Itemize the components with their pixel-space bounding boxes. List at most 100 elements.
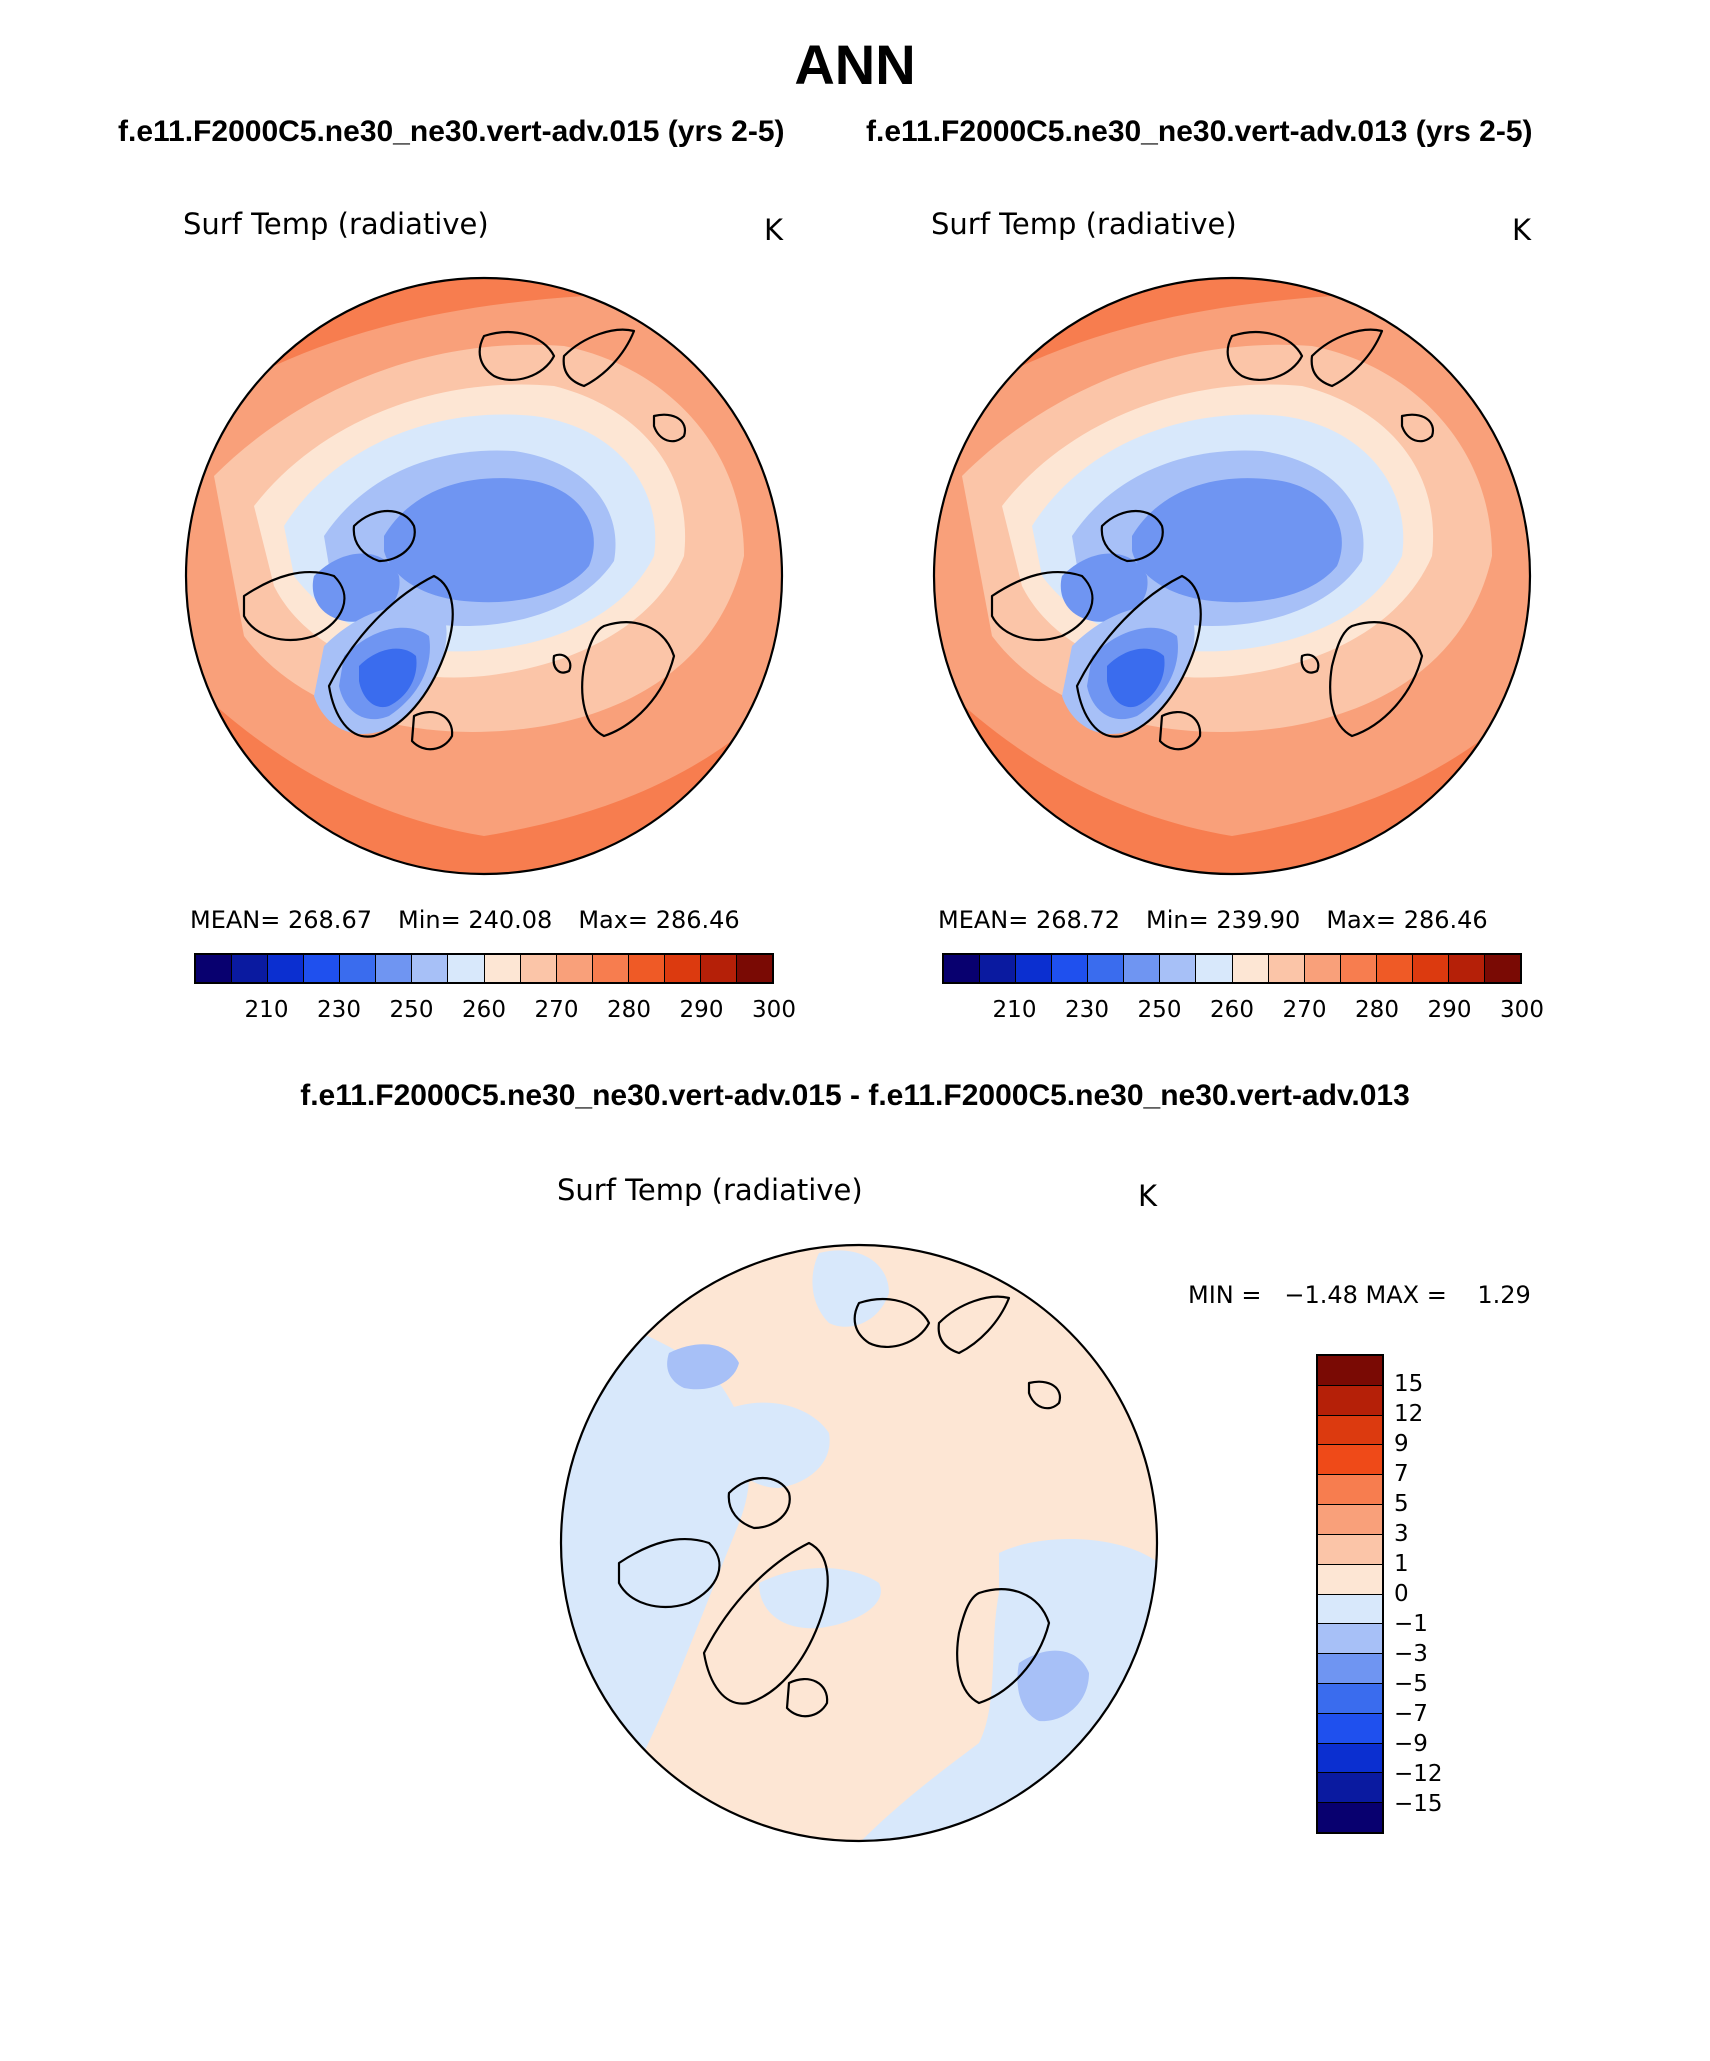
- colorbar-tick-label: 270: [1282, 997, 1327, 1023]
- colorbar-swatch: [1318, 1356, 1382, 1386]
- colorbar-tick-label: −9: [1394, 1731, 1428, 1757]
- colorbar-tick-label: 290: [1427, 997, 1472, 1023]
- colorbar-swatch: [412, 955, 449, 982]
- colorbar-swatch: [1318, 1713, 1382, 1744]
- colorbar-swatch: [1412, 955, 1449, 982]
- right-colorbar: [942, 953, 1522, 984]
- right-polar-map: [932, 276, 1532, 876]
- colorbar-tick-label: 210: [992, 997, 1037, 1023]
- colorbar-tick-label: 12: [1394, 1401, 1424, 1427]
- diff-units: K: [1138, 1179, 1158, 1213]
- colorbar-swatch: [304, 955, 341, 982]
- colorbar-swatch: [1268, 955, 1305, 982]
- right-colorbar-ticks: 210 230 250 260 270 280 290 300: [942, 996, 1544, 1026]
- colorbar-tick-label: 15: [1394, 1371, 1424, 1397]
- colorbar-swatch: [1124, 955, 1161, 982]
- colorbar-tick-label: 5: [1394, 1491, 1409, 1517]
- colorbar-swatch: [196, 955, 233, 982]
- left-colorbar-ticks: 210 230 250 260 270 280 290 300: [194, 996, 796, 1026]
- colorbar-swatch: [1318, 1564, 1382, 1595]
- colorbar-swatch: [1304, 955, 1341, 982]
- colorbar-swatch: [980, 955, 1017, 982]
- colorbar-tick-label: −1: [1394, 1611, 1428, 1637]
- diff-title: f.e11.F2000C5.ne30_ne30.vert-adv.015 - f…: [300, 1079, 1410, 1112]
- colorbar-swatch: [1160, 955, 1197, 982]
- colorbar-tick-label: 300: [1500, 997, 1544, 1023]
- colorbar-tick-label: −3: [1394, 1641, 1428, 1667]
- colorbar-swatch: [1318, 1803, 1382, 1832]
- colorbar-swatch: [1232, 955, 1269, 982]
- colorbar-swatch: [1376, 955, 1413, 982]
- colorbar-tick-label: −5: [1394, 1671, 1428, 1697]
- colorbar-swatch: [664, 955, 701, 982]
- colorbar-tick-label: 280: [607, 997, 651, 1023]
- colorbar-swatch: [1016, 955, 1053, 982]
- diff-colorbar: [1316, 1354, 1384, 1834]
- colorbar-swatch: [1318, 1773, 1382, 1804]
- left-stats: MEAN= 268.67 Min= 240.08 Max= 286.46: [190, 906, 740, 934]
- right-variable-title: Surf Temp (radiative): [931, 207, 1237, 241]
- colorbar-tick-label: 1: [1394, 1551, 1409, 1577]
- colorbar-swatch: [1318, 1594, 1382, 1625]
- diff-colorbar-ticks: 15 12 9 7 5 3 1 0 −1 −3 −5 −7 −9 −12 −15: [1394, 1354, 1474, 1834]
- colorbar-tick-label: 230: [1065, 997, 1109, 1023]
- right-units: K: [1512, 213, 1532, 247]
- left-units: K: [764, 213, 784, 247]
- colorbar-swatch: [1052, 955, 1089, 982]
- colorbar-tick-label: 260: [1210, 997, 1254, 1023]
- colorbar-swatch: [592, 955, 629, 982]
- colorbar-swatch: [736, 955, 772, 982]
- colorbar-swatch: [1196, 955, 1233, 982]
- colorbar-swatch: [1318, 1505, 1382, 1535]
- colorbar-swatch: [376, 955, 413, 982]
- colorbar-swatch: [268, 955, 305, 982]
- colorbar-swatch: [1340, 955, 1377, 982]
- colorbar-swatch: [700, 955, 737, 982]
- colorbar-tick-label: 260: [462, 997, 506, 1023]
- left-colorbar: [194, 953, 774, 984]
- left-variable-title: Surf Temp (radiative): [183, 207, 489, 241]
- colorbar-swatch: [1318, 1385, 1382, 1416]
- colorbar-swatch: [944, 955, 981, 982]
- colorbar-tick-label: 7: [1394, 1461, 1409, 1487]
- colorbar-tick-label: 250: [1137, 997, 1182, 1023]
- colorbar-tick-label: 290: [679, 997, 724, 1023]
- colorbar-swatch: [1318, 1475, 1382, 1506]
- colorbar-swatch: [628, 955, 665, 982]
- colorbar-tick-label: 3: [1394, 1521, 1409, 1547]
- main-title: ANN: [794, 33, 916, 96]
- colorbar-tick-label: 210: [244, 997, 289, 1023]
- diff-variable-title: Surf Temp (radiative): [557, 1173, 863, 1207]
- colorbar-swatch: [484, 955, 521, 982]
- colorbar-swatch: [520, 955, 557, 982]
- case-title-left: f.e11.F2000C5.ne30_ne30.vert-adv.015 (yr…: [118, 115, 785, 148]
- colorbar-swatch: [1318, 1534, 1382, 1565]
- colorbar-tick-label: −7: [1394, 1701, 1428, 1727]
- colorbar-tick-label: 280: [1355, 997, 1399, 1023]
- diff-minmax: MIN = −1.48 MAX = 1.29: [1188, 1281, 1531, 1309]
- colorbar-swatch: [1318, 1654, 1382, 1684]
- colorbar-tick-label: 250: [389, 997, 434, 1023]
- colorbar-tick-label: 270: [534, 997, 579, 1023]
- colorbar-swatch: [1448, 955, 1485, 982]
- colorbar-swatch: [1484, 955, 1520, 982]
- colorbar-swatch: [1318, 1743, 1382, 1774]
- colorbar-swatch: [232, 955, 269, 982]
- case-title-right: f.e11.F2000C5.ne30_ne30.vert-adv.013 (yr…: [866, 115, 1533, 148]
- colorbar-swatch: [1318, 1445, 1382, 1476]
- colorbar-tick-label: −12: [1394, 1761, 1443, 1787]
- colorbar-tick-label: 0: [1394, 1581, 1409, 1607]
- right-stats: MEAN= 268.72 Min= 239.90 Max= 286.46: [938, 906, 1488, 934]
- colorbar-tick-label: −15: [1394, 1791, 1443, 1817]
- diff-polar-map: [559, 1243, 1159, 1843]
- colorbar-tick-label: 230: [317, 997, 361, 1023]
- left-polar-map: [184, 276, 784, 876]
- colorbar-swatch: [448, 955, 485, 982]
- colorbar-swatch: [1318, 1624, 1382, 1655]
- colorbar-swatch: [340, 955, 377, 982]
- colorbar-swatch: [1318, 1683, 1382, 1714]
- colorbar-tick-label: 9: [1394, 1431, 1409, 1457]
- colorbar-swatch: [1318, 1415, 1382, 1446]
- colorbar-tick-label: 300: [752, 997, 796, 1023]
- colorbar-swatch: [556, 955, 593, 982]
